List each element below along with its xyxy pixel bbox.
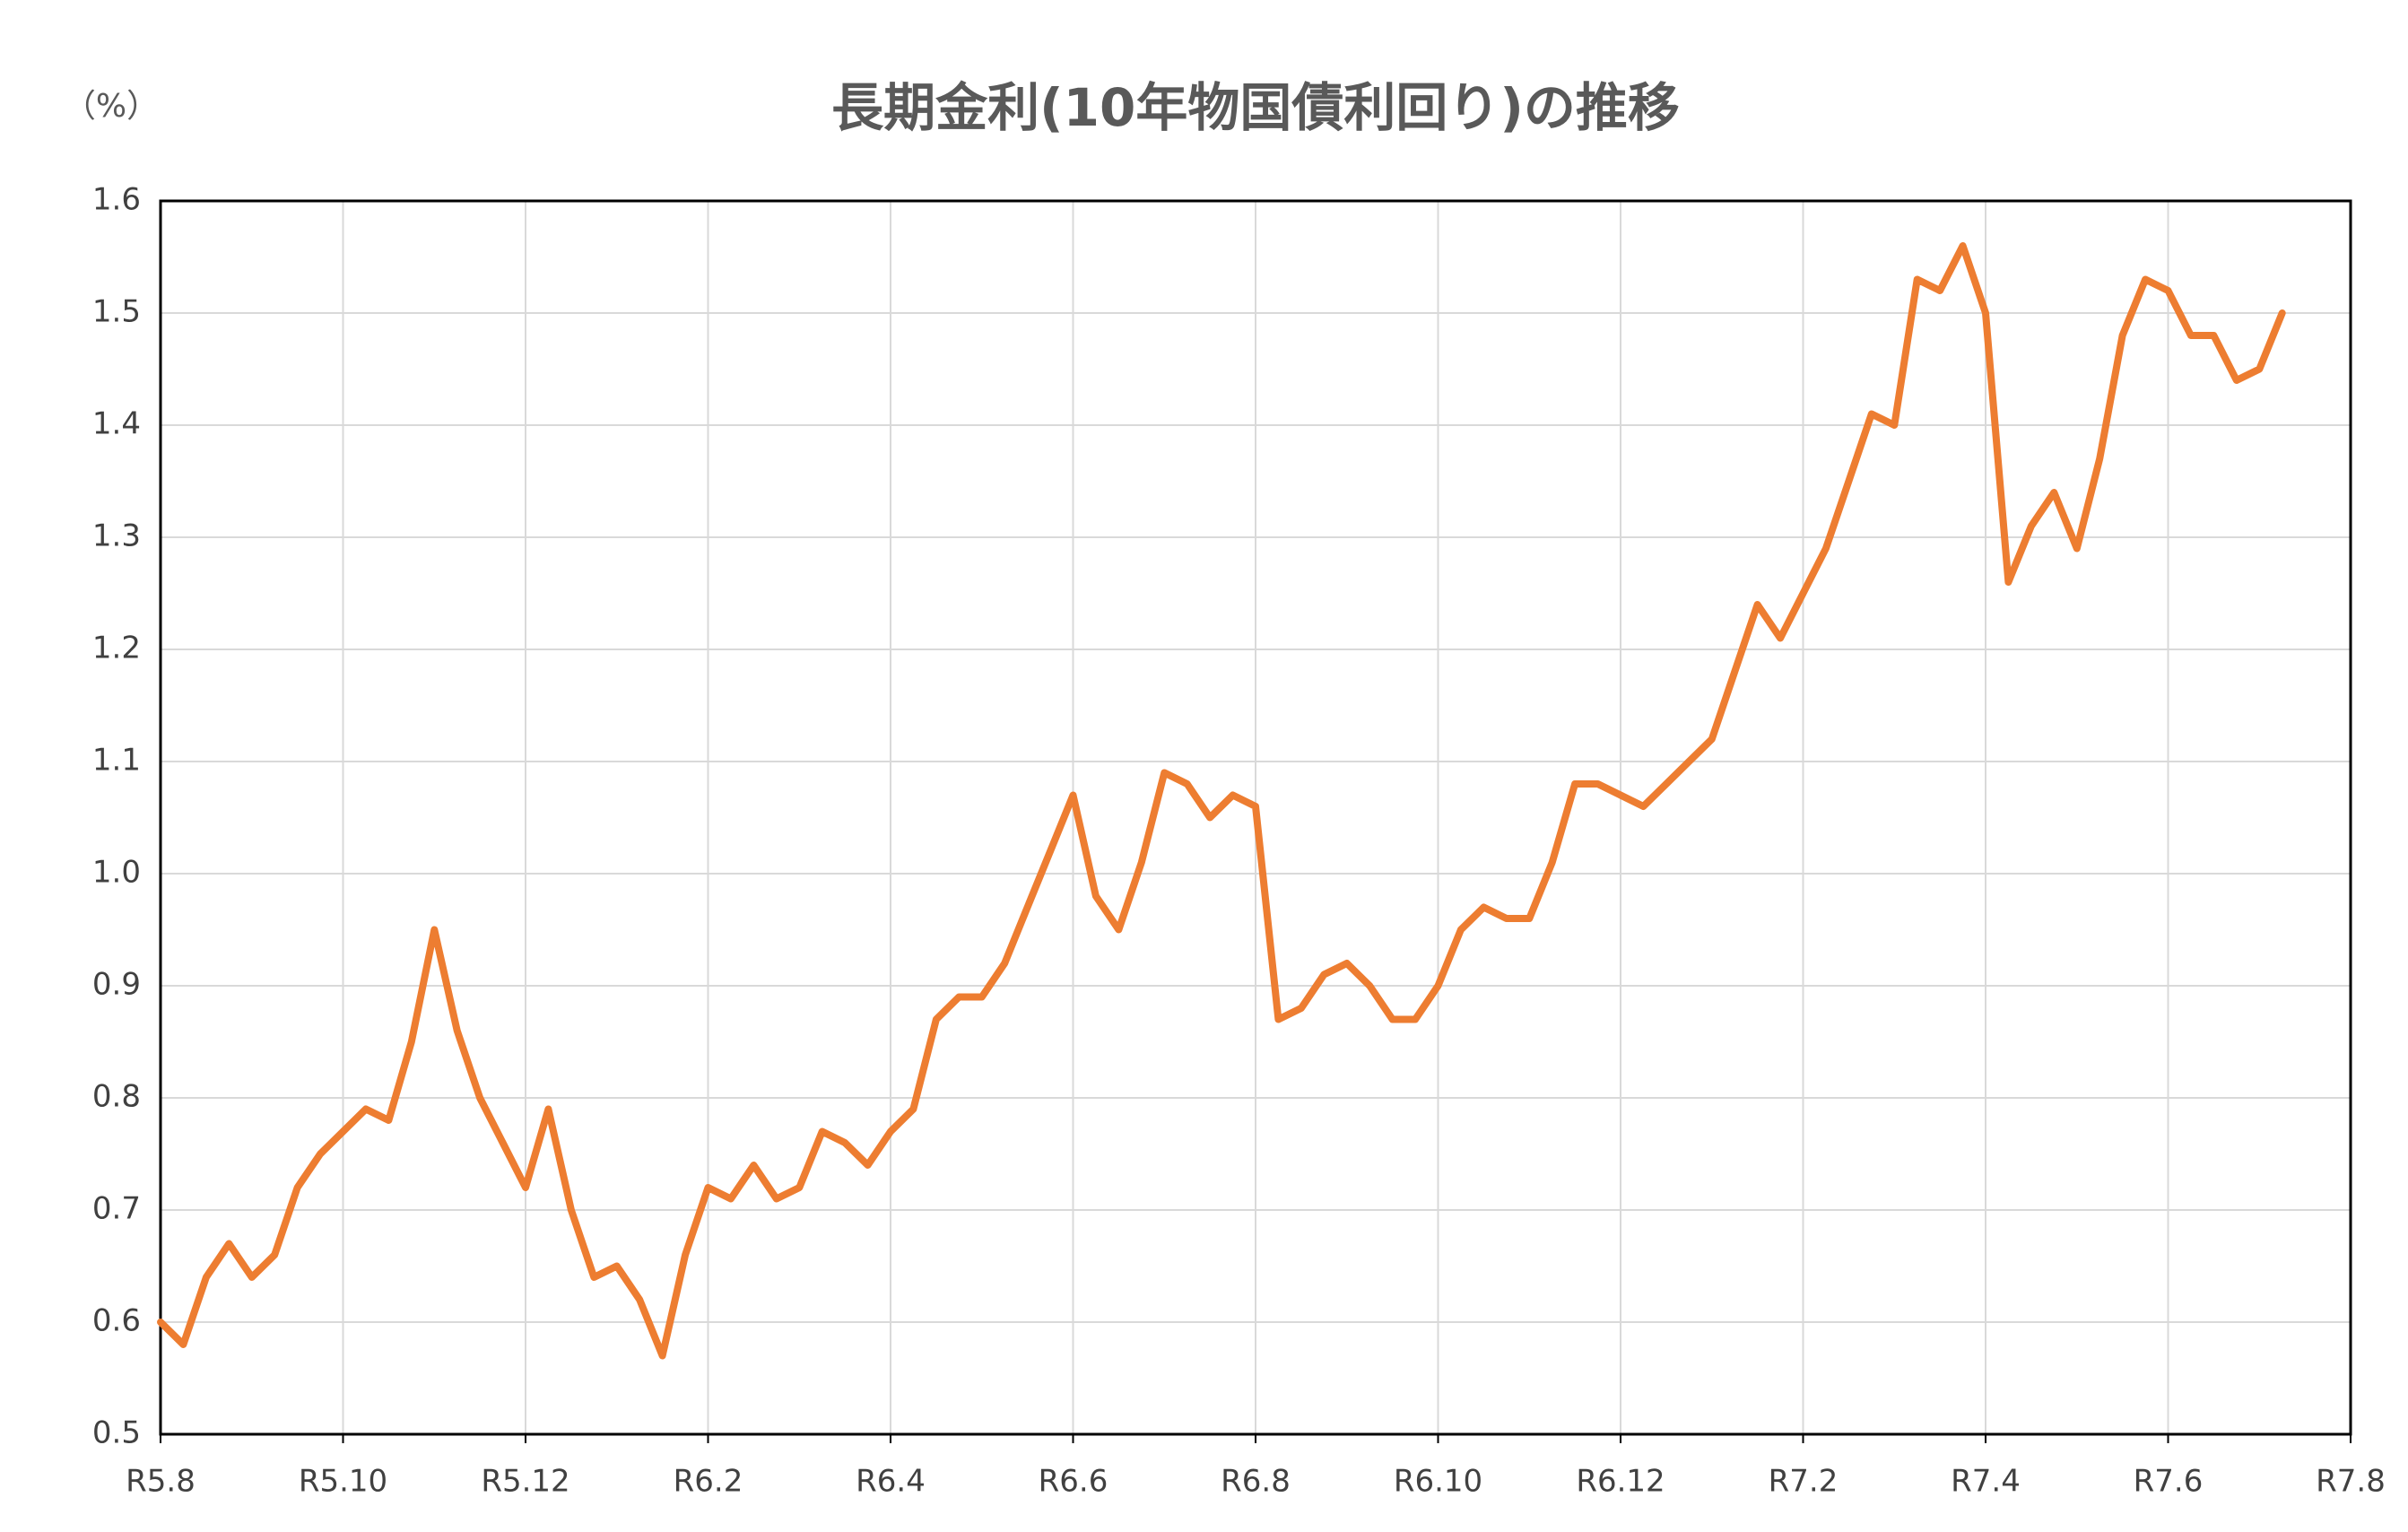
y-unit: （%） [64,88,159,125]
x-tick-label: R5.12 [481,1464,569,1500]
y-tick-label: 1.2 [92,631,141,666]
x-tick-label: R5.8 [126,1464,196,1500]
x-tick-label: R5.10 [299,1464,387,1500]
y-tick-label: 1.0 [92,855,141,891]
x-tick-label: R6.8 [1221,1464,1291,1500]
plot-frame [159,199,2352,1436]
y-tick-label: 0.8 [92,1079,141,1115]
x-tick-label: R6.4 [856,1464,926,1500]
y-tick-label: 0.6 [92,1303,141,1339]
chart-title: 長期金利(10年物国債利回り)の推移 [831,77,1680,138]
y-tick-label: 0.7 [92,1191,141,1227]
x-tick-label: R7.6 [2134,1464,2204,1500]
x-tick-label: R7.8 [2316,1464,2386,1500]
x-tick-label: R6.2 [674,1464,743,1500]
y-tick-label: 1.5 [92,294,141,330]
y-tick-label: 1.3 [92,518,141,554]
y-tick-label: 0.5 [92,1415,141,1451]
x-tick-label: R6.10 [1394,1464,1482,1500]
x-tick-label: R6.6 [1039,1464,1108,1500]
data-line [157,242,2286,1360]
x-tick-label: R7.4 [1951,1464,2021,1500]
y-tick-label: 1.1 [92,743,141,779]
y-tick-label: 1.6 [92,182,141,218]
x-tick-label: R6.12 [1576,1464,1665,1500]
y-tick-label: 1.4 [92,406,141,442]
x-tick-label: R7.2 [1769,1464,1839,1500]
y-tick-label: 0.9 [92,967,141,1003]
